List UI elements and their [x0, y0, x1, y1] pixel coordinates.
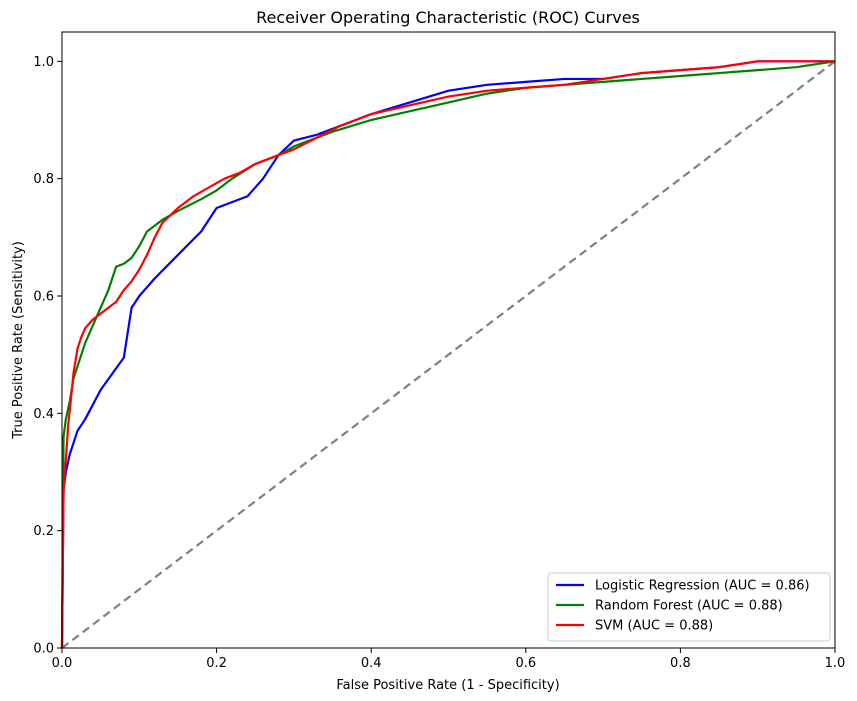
x-axis-ticks: 0.0 0.2 0.4 0.6 0.8 1.0 — [52, 648, 846, 671]
y-axis-label: True Positive Rate (Sensitivity) — [11, 241, 26, 440]
y-axis-ticks: 0.0 0.2 0.4 0.6 0.8 1.0 — [33, 55, 62, 657]
legend-label-0: Logistic Regression (AUC = 0.86) — [595, 579, 810, 594]
x-tick-label: 0.2 — [206, 656, 227, 671]
y-tick-label: 0.0 — [33, 642, 54, 657]
legend-box — [547, 572, 831, 642]
series-layer — [60, 60, 836, 649]
y-tick-label: 0.6 — [33, 290, 54, 305]
legend-label-1: Random Forest (AUC = 0.88) — [595, 599, 783, 614]
plot-border — [61, 31, 836, 649]
y-tick-label: 0.8 — [33, 172, 54, 187]
legend-label-2: SVM (AUC = 0.88) — [595, 619, 713, 634]
reference-diagonal-line — [61, 60, 836, 649]
plot-area — [62, 32, 835, 648]
y-tick-label: 1.0 — [33, 55, 54, 70]
x-tick-label: 0.6 — [515, 656, 536, 671]
series-line-2 — [60, 60, 835, 649]
x-tick-label: 0.0 — [52, 656, 73, 671]
x-tick-label: 0.8 — [670, 656, 691, 671]
x-axis-label: False Positive Rate (1 - Specificity) — [336, 678, 559, 693]
x-tick-label: 0.4 — [361, 656, 382, 671]
plot-frame — [62, 32, 835, 648]
x-tick-label: 1.0 — [825, 656, 846, 671]
reference-layer — [61, 60, 836, 649]
y-tick-label: 0.2 — [33, 524, 54, 539]
legend: Logistic Regression (AUC = 0.86) Random F… — [547, 572, 831, 642]
chart-title: Receiver Operating Characteristic (ROC) … — [256, 8, 640, 27]
series-line-1 — [60, 60, 836, 649]
y-tick-label: 0.4 — [33, 407, 54, 422]
